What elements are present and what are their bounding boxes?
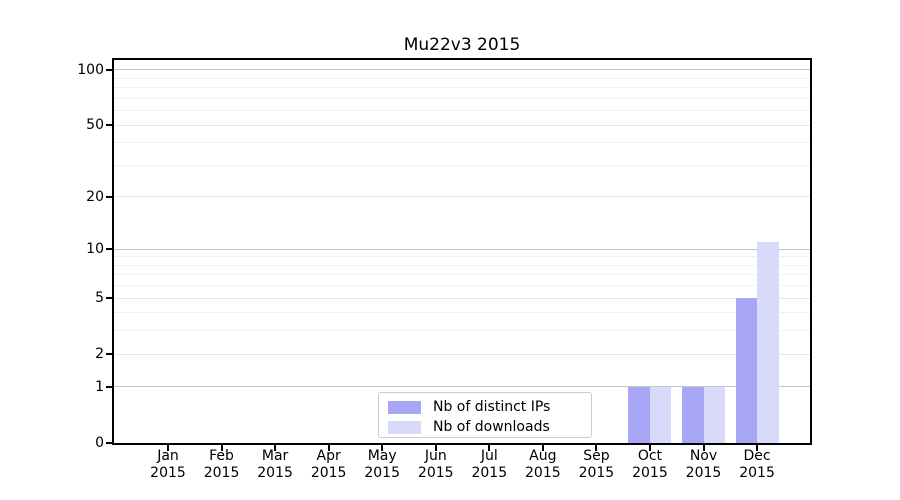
x-tick-oct	[648, 445, 651, 451]
x-tick-feb	[220, 445, 223, 451]
bar-downloads-dec	[757, 242, 779, 443]
y-tick-label-2: 2	[95, 346, 104, 363]
gridline-minor	[114, 87, 810, 89]
x-tick-aug	[541, 445, 544, 451]
y-tick-2	[106, 353, 112, 356]
x-tick-sep	[595, 445, 598, 451]
y-tick-label-0: 0	[95, 435, 104, 451]
x-tick-mar	[274, 445, 277, 451]
gridline-major-10	[114, 248, 810, 250]
x-tick-label-sep: Sep 2015	[578, 448, 615, 481]
y-tick-label-100: 100	[77, 61, 104, 78]
gridline-major-5	[114, 297, 810, 299]
gridline-major-50	[114, 124, 810, 126]
legend: Nb of distinct IPs Nb of downloads	[378, 392, 592, 438]
y-tick-1	[106, 385, 112, 388]
x-tick-apr	[327, 445, 330, 451]
legend-label-distinct-ips: Nb of distinct IPs	[433, 399, 551, 415]
bar-downloads-nov	[703, 386, 725, 443]
gridline-minor	[114, 330, 810, 332]
x-tick-dec	[756, 445, 759, 451]
y-tick-label-1: 1	[95, 378, 104, 395]
y-tick-100	[106, 68, 112, 71]
gridline-minor	[114, 256, 810, 258]
x-tick-label-feb: Feb 2015	[203, 448, 240, 481]
x-tick-label-jul: Jul 2015	[471, 448, 508, 481]
x-tick-label-oct: Oct 2015	[632, 448, 668, 481]
gridline-major-20	[114, 196, 810, 198]
bar-distinct-ips-dec	[735, 298, 758, 443]
x-tick-may	[381, 445, 384, 451]
y-tick-20	[106, 195, 112, 198]
x-tick-label-jan: Jan 2015	[150, 448, 186, 481]
x-tick-label-dec: Dec 2015	[739, 448, 775, 481]
chart-title: Mu22v3 2015	[403, 35, 521, 55]
x-tick-label-aug: Aug 2015	[525, 448, 561, 481]
y-tick-label-10: 10	[86, 241, 104, 258]
legend-item-downloads: Nb of downloads	[388, 418, 583, 436]
bar-distinct-ips-nov	[682, 386, 704, 443]
gridline-minor	[114, 264, 810, 266]
x-tick-label-mar: Mar 2015	[257, 448, 293, 481]
gridline-minor	[114, 97, 810, 99]
y-tick-5	[106, 297, 112, 300]
x-tick-label-nov: Nov 2015	[685, 448, 722, 481]
gridline-minor	[114, 164, 810, 166]
legend-label-downloads: Nb of downloads	[433, 419, 550, 435]
x-tick-label-apr: Apr 2015	[310, 448, 347, 481]
legend-item-distinct-ips: Nb of distinct IPs	[388, 398, 583, 416]
x-tick-jun	[434, 445, 437, 451]
y-tick-label-5: 5	[95, 290, 104, 307]
x-tick-label-may: May 2015	[364, 448, 400, 481]
y-tick-label-50: 50	[86, 117, 104, 134]
gridline-major-100	[114, 69, 810, 71]
bar-distinct-ips-oct	[628, 386, 650, 443]
legend-swatch-downloads	[388, 420, 421, 434]
y-tick-label-20: 20	[86, 188, 104, 205]
gridline-minor	[114, 77, 810, 79]
gridline-minor	[114, 142, 810, 144]
y-tick-0	[106, 442, 112, 444]
gridline-major-1	[114, 386, 810, 388]
y-tick-50	[106, 124, 112, 127]
x-tick-jan	[167, 445, 169, 451]
x-tick-nov	[702, 445, 705, 451]
plot-area	[112, 58, 812, 445]
legend-swatch-distinct-ips	[388, 400, 421, 414]
gridline-minor	[114, 110, 810, 112]
y-tick-10	[106, 248, 112, 251]
gridline-minor	[114, 274, 810, 276]
x-tick-label-jun: Jun 2015	[417, 448, 454, 481]
gridline-major-2	[114, 353, 810, 355]
x-tick-jul	[488, 445, 491, 451]
gridline-minor	[114, 312, 810, 314]
gridline-minor	[114, 285, 810, 287]
bar-downloads-oct	[649, 386, 672, 443]
